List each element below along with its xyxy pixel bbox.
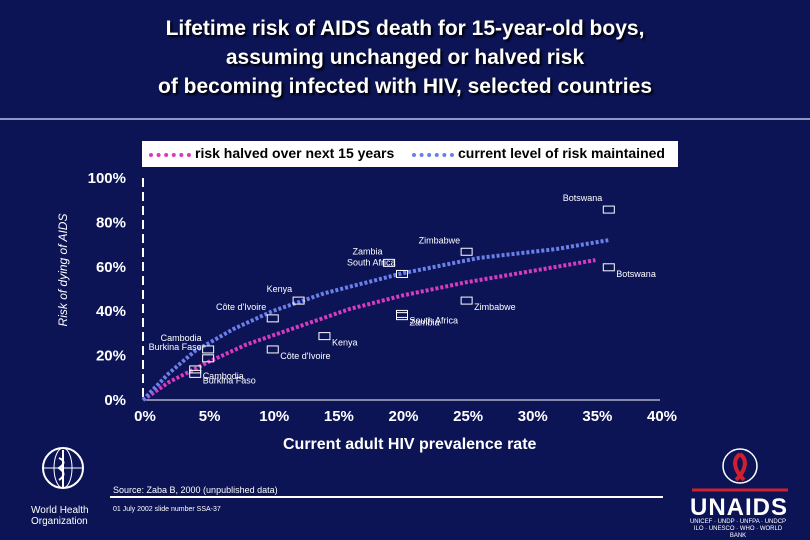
data-point (602, 263, 615, 272)
data-point-label: Botswana (563, 193, 603, 203)
who-name-line-1: World Health (31, 505, 89, 516)
data-point-label: Côte d'Ivoire (280, 351, 330, 361)
data-point (202, 354, 215, 363)
unaids-logo-icon (692, 448, 788, 492)
x-tick-label: 20% (388, 408, 418, 425)
data-point-label: Burkina Faso (149, 342, 202, 352)
legend-maintained-label: current level of risk maintained (458, 145, 665, 161)
who-logo-icon (42, 447, 84, 489)
legend: risk halved over next 15 years current l… (142, 141, 678, 167)
slide-number: 01 July 2002 slide number SSA-37 (113, 506, 221, 513)
who-name-line-2: Organization (31, 516, 88, 527)
x-tick-label: 25% (453, 408, 483, 425)
chart-title: Lifetime risk of AIDS death for 15-year-… (0, 14, 810, 101)
data-point (396, 269, 408, 278)
data-point-label: South Africa (410, 315, 459, 325)
unaids-members-line-1: UNICEF · UNDP · UNFPA · UNDCP (689, 519, 787, 525)
data-point (266, 345, 279, 354)
source-note: Source: Zaba B, 2000 (unpublished data) (113, 485, 278, 495)
data-point-label: Zimbabwe (474, 302, 516, 312)
data-point (189, 365, 202, 374)
y-tick-label: 40% (96, 303, 126, 320)
title-line-2: assuming unchanged or halved risk (225, 46, 585, 69)
x-tick-label: 5% (199, 408, 221, 425)
data-point (202, 345, 215, 354)
data-point (292, 296, 305, 305)
y-tick-label: 0% (104, 392, 126, 409)
data-point-label: Zambia (353, 246, 383, 256)
series-line-maintained (141, 238, 609, 402)
data-point-label: Côte d'Ivoire (216, 302, 266, 312)
x-tick-label: 30% (518, 408, 548, 425)
title-line-1: Lifetime risk of AIDS death for 15-year-… (165, 17, 645, 40)
data-point (460, 247, 473, 256)
who-name: World Health Organization (31, 505, 89, 527)
unaids-members-line-2: ILO · UNESCO · WHO · WORLD BANK (693, 526, 783, 539)
legend-halved-label: risk halved over next 15 years (195, 145, 395, 161)
data-point (189, 369, 202, 378)
data-point-label: Zambia (410, 318, 440, 328)
data-point (396, 309, 408, 318)
title-divider (0, 118, 810, 120)
data-point (602, 205, 615, 214)
x-tick-label: 10% (259, 408, 289, 425)
unaids-name: UNAIDS (690, 494, 789, 521)
y-tick-label: 20% (96, 348, 126, 365)
y-tick-label: 100% (88, 170, 126, 187)
legend-halved-swatch (149, 153, 191, 157)
data-point (318, 332, 331, 341)
data-point-label: Kenya (267, 284, 293, 294)
data-point-label: Kenya (332, 338, 358, 348)
x-tick-label: 35% (582, 408, 612, 425)
data-point (396, 312, 408, 321)
y-tick-label: 60% (96, 259, 126, 276)
legend-maintained-swatch (412, 153, 454, 157)
data-point-label: Botswana (616, 269, 656, 279)
data-point-label: Cambodia (161, 333, 202, 343)
data-point (266, 314, 279, 323)
data-point-label: South Africa (347, 257, 396, 267)
data-point (460, 296, 473, 305)
data-point-label: Burkina Faso (203, 375, 256, 385)
x-tick-label: 0% (134, 408, 156, 425)
title-line-3: of becoming infected with HIV, selected … (158, 75, 652, 98)
x-tick-label: 15% (324, 408, 354, 425)
data-point (383, 258, 396, 267)
x-tick-label: 40% (647, 408, 677, 425)
y-tick-label: 80% (96, 214, 126, 231)
data-point-label: Cambodia (203, 371, 244, 381)
footer-divider (110, 496, 663, 498)
x-axis-label: Current adult HIV prevalence rate (283, 436, 537, 453)
unaids-members: UNICEF · UNDP · UNFPA · UNDCP ILO · UNES… (688, 519, 788, 540)
data-point-label: Zimbabwe (419, 235, 461, 245)
